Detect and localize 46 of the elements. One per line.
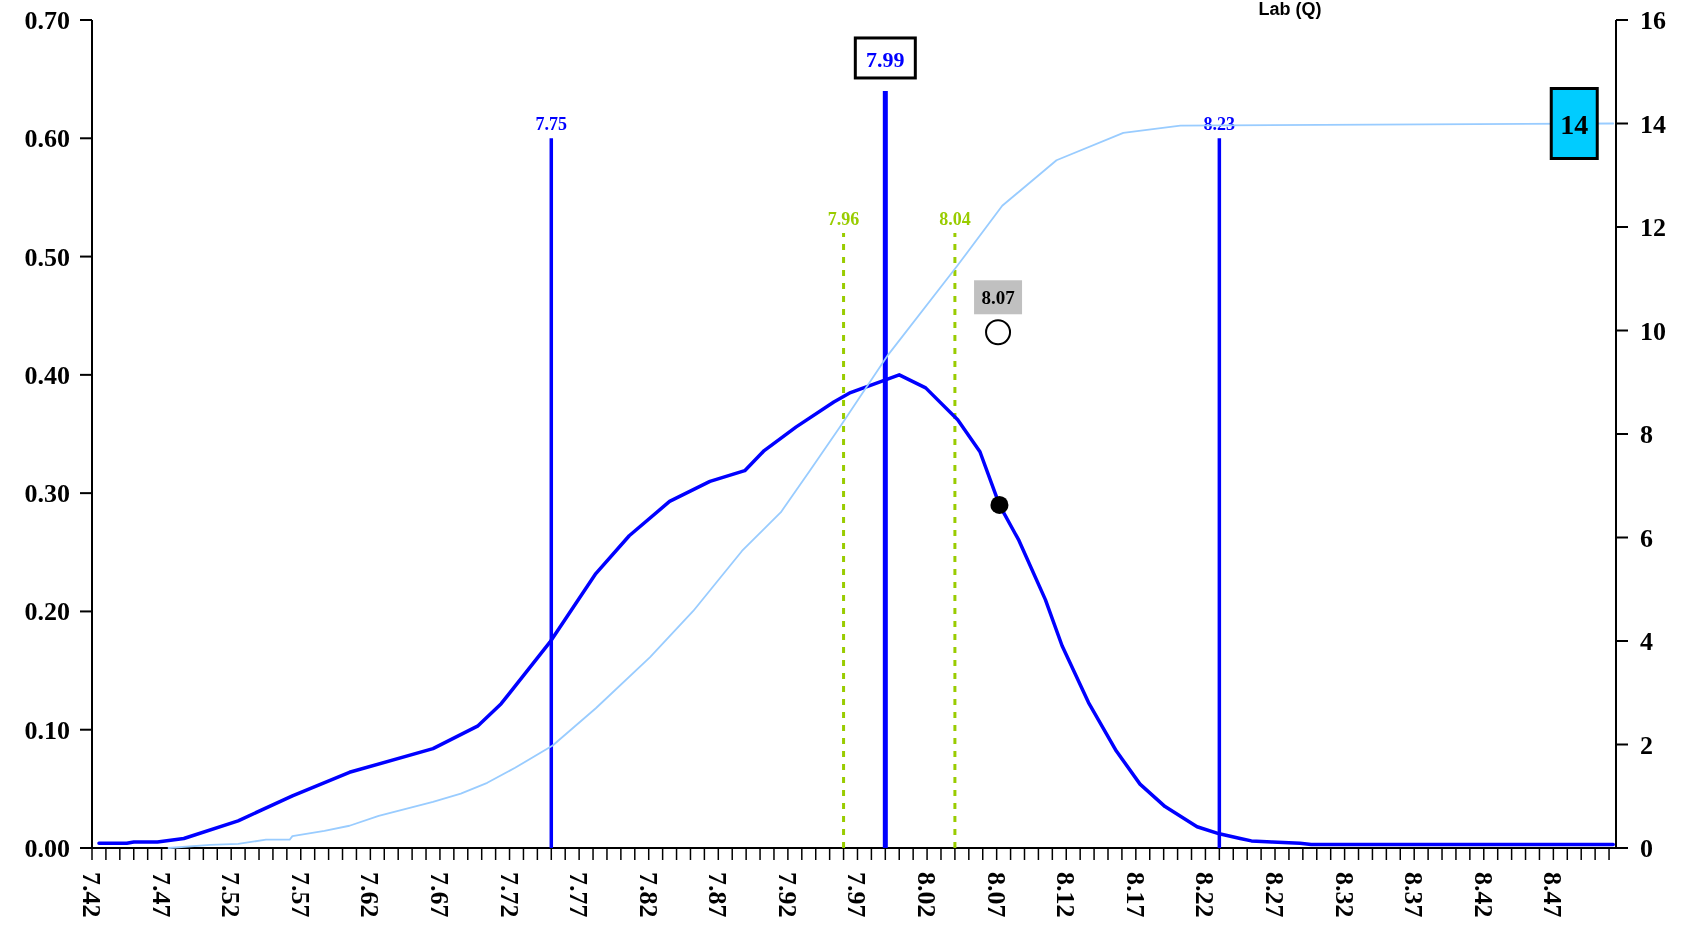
- y-tick-label: 0.40: [24, 360, 70, 390]
- y2-tick-label: 16: [1640, 6, 1666, 35]
- x-tick-label: 7.42: [77, 872, 106, 918]
- x-tick-label: 7.62: [355, 872, 385, 918]
- x-tick-label: 7.72: [494, 872, 524, 918]
- y2-tick-label: 4: [1640, 627, 1653, 656]
- ref-line-label: 8.04: [939, 208, 971, 229]
- y-tick-label: 0.60: [24, 124, 70, 154]
- y-tick-label: 0.70: [24, 6, 70, 35]
- x-tick-label: 8.47: [1538, 872, 1568, 918]
- x-tick-label: 7.87: [703, 872, 733, 918]
- y2-tick-label: 10: [1640, 316, 1666, 346]
- y-tick-label: 0.20: [24, 597, 70, 627]
- x-tick-label: 7.92: [772, 872, 802, 918]
- x-tick-label: 8.12: [1051, 872, 1081, 918]
- x-tick-label: 8.37: [1399, 872, 1429, 918]
- x-tick-label: 7.67: [424, 872, 454, 918]
- chart-title: Lab (Q): [1258, 0, 1322, 19]
- x-tick-label: 7.52: [216, 872, 246, 918]
- x-tick-label: 8.27: [1260, 872, 1290, 918]
- annotation: 8.07: [981, 287, 1016, 309]
- y2-tick-label: 12: [1640, 213, 1666, 242]
- y2-tick-label: 2: [1640, 730, 1653, 760]
- ref-line-label: 7.96: [827, 208, 860, 229]
- y-tick-label: 0.10: [24, 715, 70, 745]
- y-tick-label: 0.30: [24, 479, 70, 509]
- x-tick-label: 8.07: [981, 872, 1011, 918]
- y-tick-label: 0.00: [24, 834, 70, 863]
- x-tick-label: 7.57: [285, 872, 315, 918]
- x-tick-label: 8.32: [1329, 872, 1359, 918]
- x-tick-label: 8.17: [1120, 872, 1150, 918]
- x-tick-label: 8.02: [912, 872, 942, 918]
- annotation: 14: [1560, 108, 1589, 140]
- y2-tick-label: 14: [1640, 109, 1666, 139]
- y2-tick-label: 0: [1640, 834, 1653, 863]
- y-tick-label: 0.50: [24, 242, 70, 272]
- x-tick-label: 7.77: [564, 872, 594, 918]
- y2-tick-label: 6: [1640, 523, 1653, 553]
- y2-tick-label: 8: [1640, 420, 1653, 449]
- x-tick-label: 7.82: [633, 872, 663, 918]
- x-tick-label: 7.47: [146, 872, 176, 918]
- ref-line-label: 7.99: [866, 46, 905, 72]
- x-tick-label: 7.97: [842, 872, 872, 918]
- x-tick-label: 8.42: [1468, 872, 1498, 918]
- ref-line-label: 7.75: [535, 114, 568, 135]
- x-tick-label: 8.22: [1190, 872, 1220, 918]
